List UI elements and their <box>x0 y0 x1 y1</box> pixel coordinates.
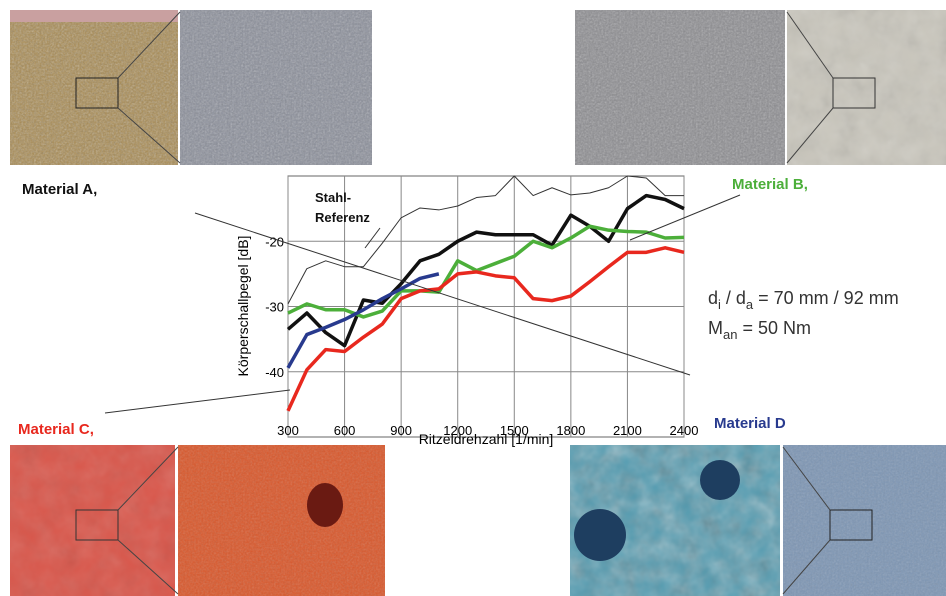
photo-d <box>570 445 946 596</box>
annotation: di / da = 70 mm / 92 mm <box>708 288 899 312</box>
photo-c <box>10 445 385 596</box>
y-tick-label: -30 <box>265 300 284 315</box>
x-tick-label: 600 <box>334 423 356 438</box>
x-tick-label: 300 <box>277 423 299 438</box>
x-axis-label: Ritzeldrehzahl [1/min] <box>419 431 554 447</box>
series-label: Material B, <box>732 176 808 194</box>
annotation: Man = 50 Nm <box>708 318 811 342</box>
figure: -20-30-4030060090012001500180021002400 R… <box>0 0 946 596</box>
annotation-text: = 50 Nm <box>737 318 811 338</box>
chart: -20-30-4030060090012001500180021002400 R… <box>0 0 946 596</box>
annotation-text: d <box>708 288 718 308</box>
photo-a <box>10 10 372 165</box>
series-label: Material A, <box>22 181 97 199</box>
subscript: an <box>723 327 737 342</box>
x-tick-label: 2400 <box>670 423 699 438</box>
annotation-text: = 70 mm / 92 mm <box>753 288 899 308</box>
annotation-text: / d <box>721 288 746 308</box>
x-tick-label: 2100 <box>613 423 642 438</box>
x-tick-label: 1800 <box>556 423 585 438</box>
series-label: Material D <box>714 415 786 433</box>
x-tick-label: 900 <box>390 423 412 438</box>
annotation-text: M <box>708 318 723 338</box>
series-label: Stahl- Referenz <box>315 188 370 228</box>
series-label: Material C, <box>18 421 94 439</box>
y-axis-label: Körperschallpegel [dB] <box>235 236 251 377</box>
photo-b <box>575 10 946 165</box>
y-tick-label: -40 <box>265 365 284 380</box>
